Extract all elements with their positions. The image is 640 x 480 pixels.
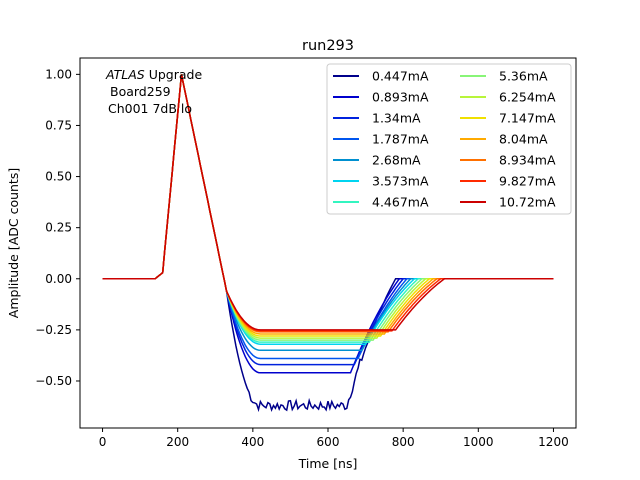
legend-label: 8.934mA [499,153,556,168]
legend-label: 9.827mA [499,174,556,189]
legend-label: 6.254mA [499,90,556,105]
legend: 0.447mA 0.893mA 1.34mA 1.787mA 2.68mA 3.573mA… [326,63,572,215]
x-tick-label: 1000 [463,435,494,449]
legend-label: 0.447mA [372,69,429,84]
y-tick-label: 0.75 [45,118,72,132]
legend-label: 5.36mA [499,69,548,84]
x-axis-label: Time [ns] [298,456,358,471]
x-tick-label: 0 [99,435,107,449]
annotation-upgrade: Upgrade [145,67,203,82]
y-tick-label: 1.00 [45,67,72,81]
legend-label: 3.573mA [372,174,429,189]
annotation-line2: Board259 [110,84,171,99]
y-tick-label: −0.25 [35,323,72,337]
annotation-atlas: ATLAS [105,67,145,82]
y-tick-label: 0.50 [45,170,72,184]
x-tick-label: 400 [241,435,264,449]
y-tick-label: −0.50 [35,374,72,388]
x-tick-label: 800 [392,435,415,449]
legend-label: 1.34mA [372,111,421,126]
series-line-14 [102,74,554,331]
x-tick-label: 200 [166,435,189,449]
legend-label: 1.787mA [372,132,429,147]
annotation-line3: Ch001 7dB lo [108,101,192,116]
y-tick-label: 0.25 [45,221,72,235]
y-tick-label: 0.00 [45,272,72,286]
chart-title: run293 [302,38,354,54]
legend-label: 10.72mA [499,195,556,210]
y-axis-label: Amplitude [ADC counts] [6,168,21,318]
legend-label: 8.04mA [499,132,548,147]
plot-frame [79,57,577,429]
legend-label: 4.467mA [372,195,429,210]
annotation-line1: ATLAS Upgrade [105,67,202,82]
x-tick-label: 600 [317,435,340,449]
x-tick-label: 1200 [538,435,569,449]
legend-label: 0.893mA [372,90,429,105]
series-lines [102,74,554,413]
axis-ticks: 0 200 400 600 800 1000 1200 −0.50 −0.25 0.00 0.25 0… [35,67,569,449]
legend-label: 2.68mA [372,153,421,168]
legend-label: 7.147mA [499,111,556,126]
legend-box [326,63,572,215]
